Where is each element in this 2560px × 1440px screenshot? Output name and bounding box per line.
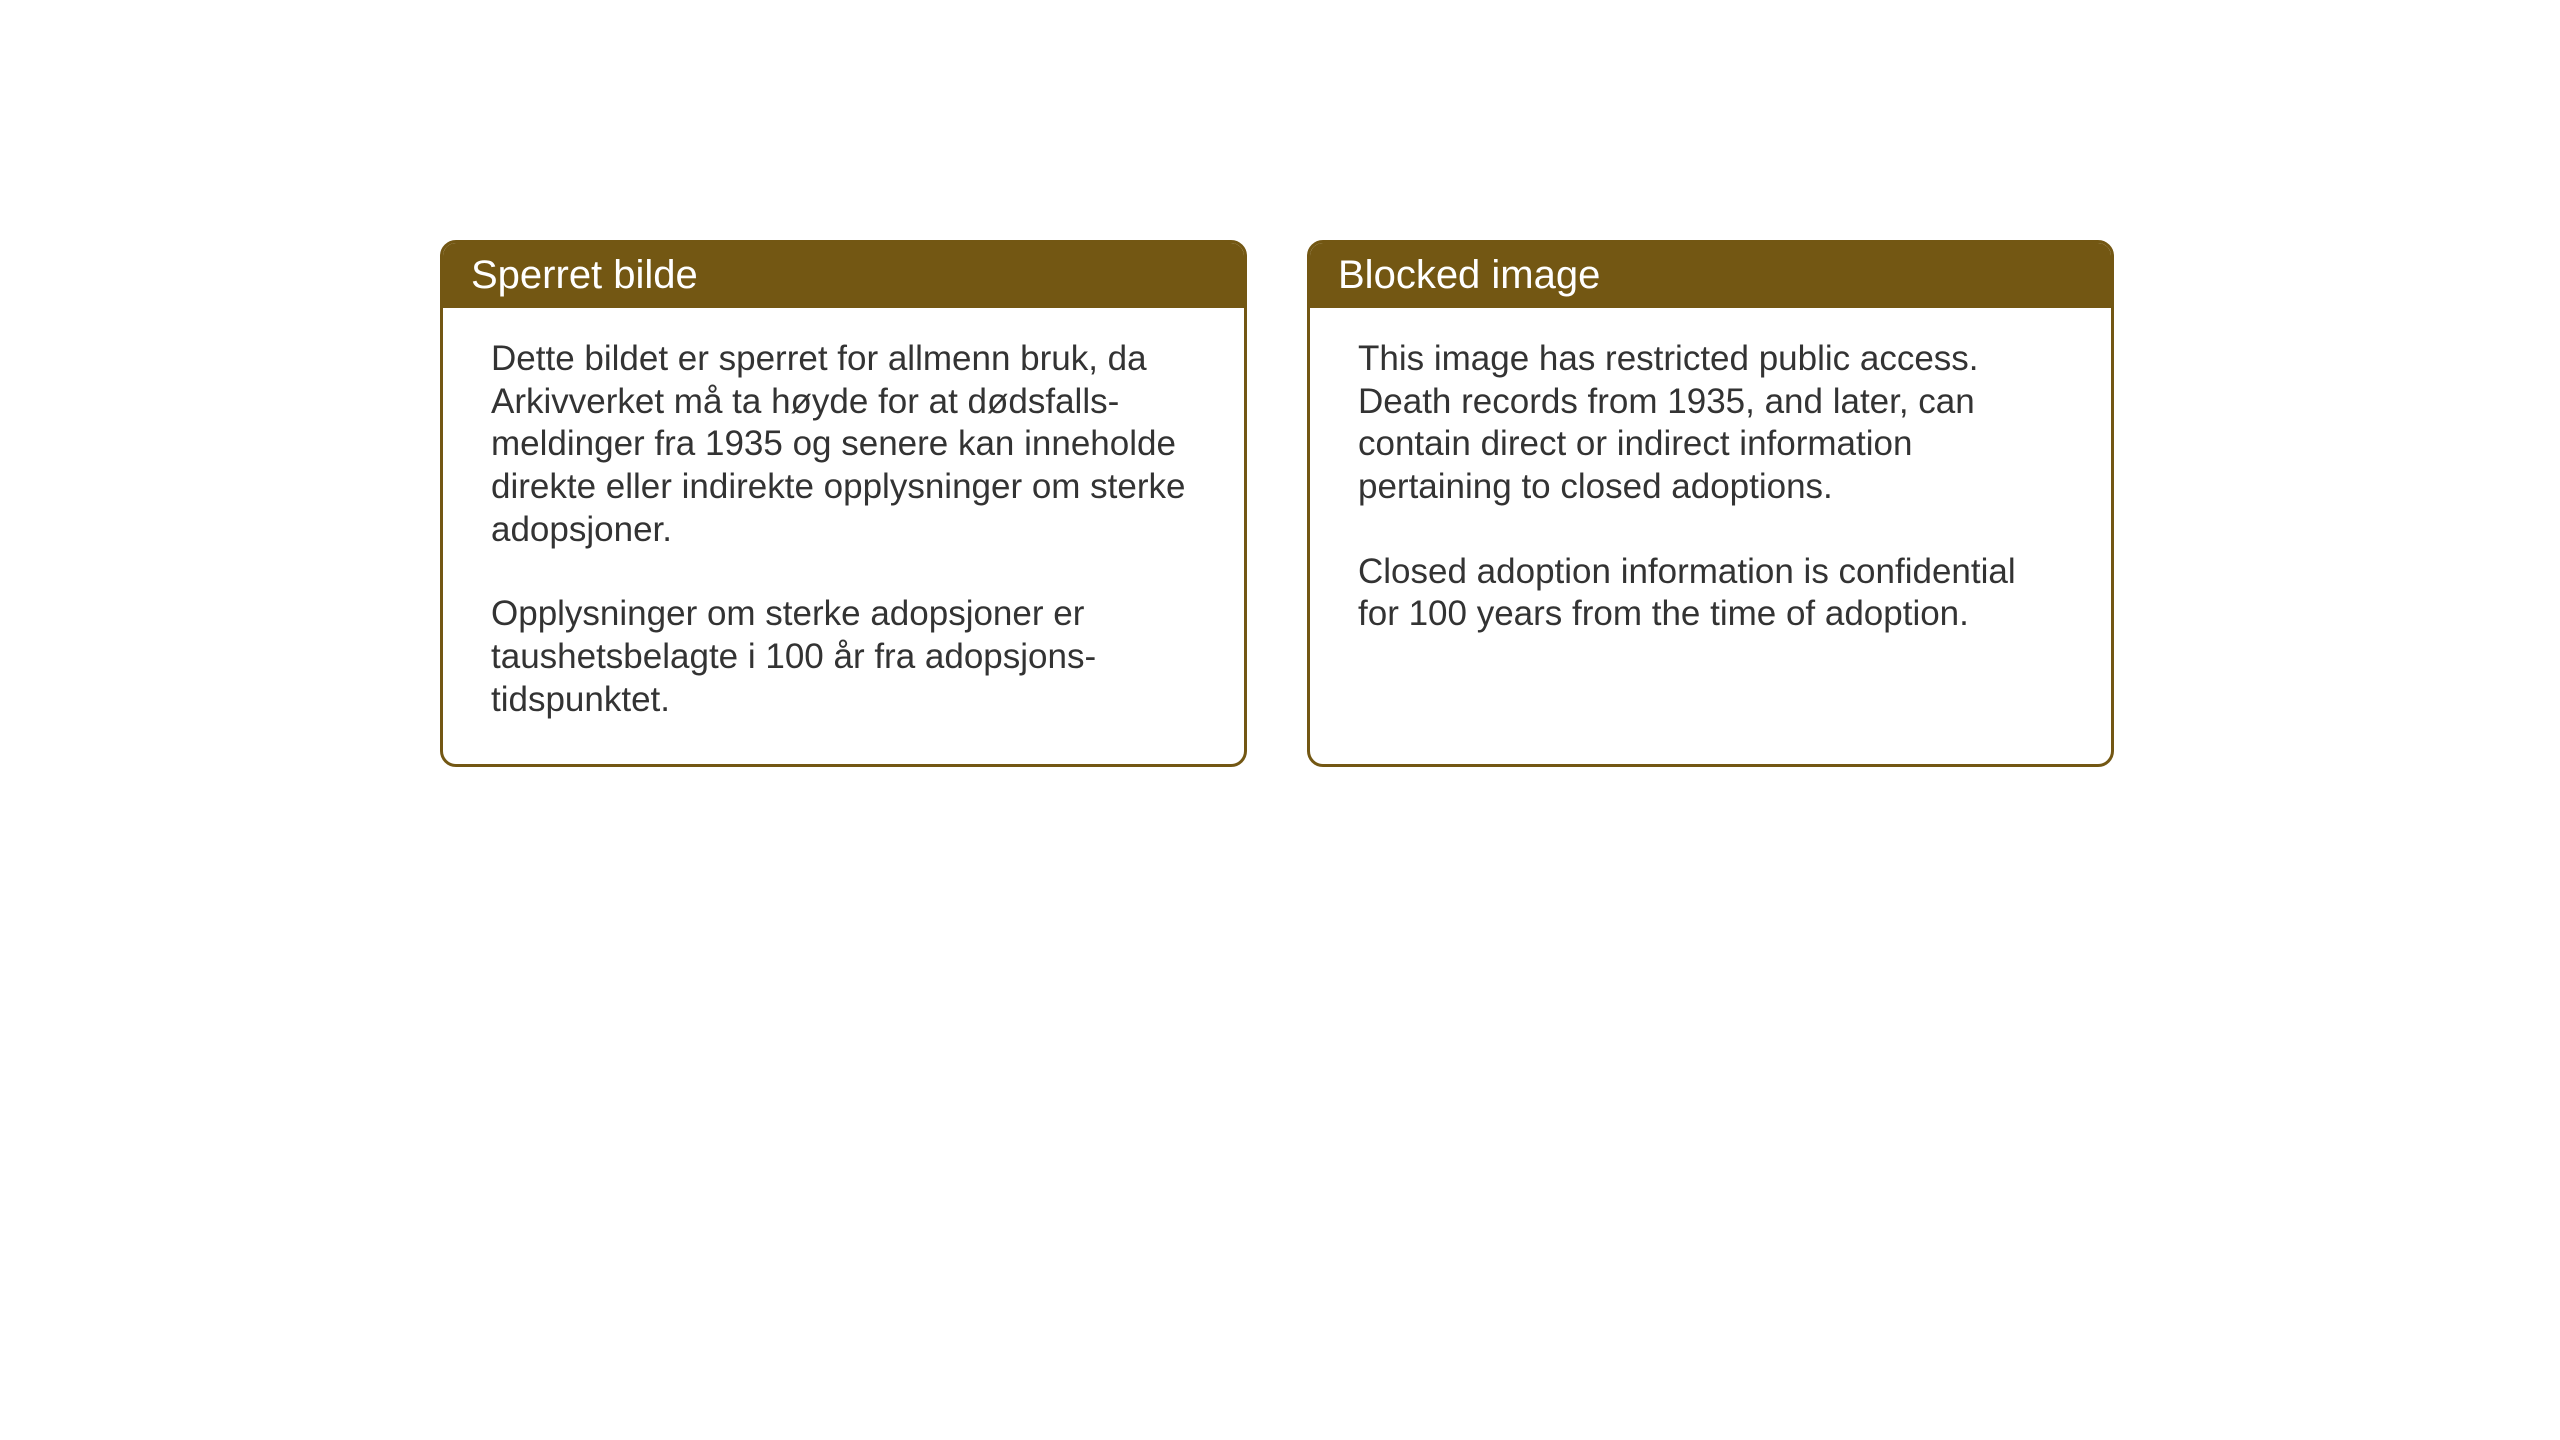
card-header-norwegian: Sperret bilde [443,243,1244,308]
card-norwegian: Sperret bilde Dette bildet er sperret fo… [440,240,1247,767]
card-header-english: Blocked image [1310,243,2111,308]
card-english: Blocked image This image has restricted … [1307,240,2114,767]
card-title-norwegian: Sperret bilde [471,253,698,297]
cards-container: Sperret bilde Dette bildet er sperret fo… [0,240,2560,767]
card-body-english: This image has restricted public access.… [1310,308,2111,678]
card-paragraph2-norwegian: Opplysninger om sterke adopsjoner er tau… [491,593,1196,721]
card-paragraph1-norwegian: Dette bildet er sperret for allmenn bruk… [491,338,1196,551]
card-paragraph2-english: Closed adoption information is confident… [1358,551,2063,636]
card-body-norwegian: Dette bildet er sperret for allmenn bruk… [443,308,1244,764]
card-title-english: Blocked image [1338,253,1600,297]
card-paragraph1-english: This image has restricted public access.… [1358,338,2063,509]
